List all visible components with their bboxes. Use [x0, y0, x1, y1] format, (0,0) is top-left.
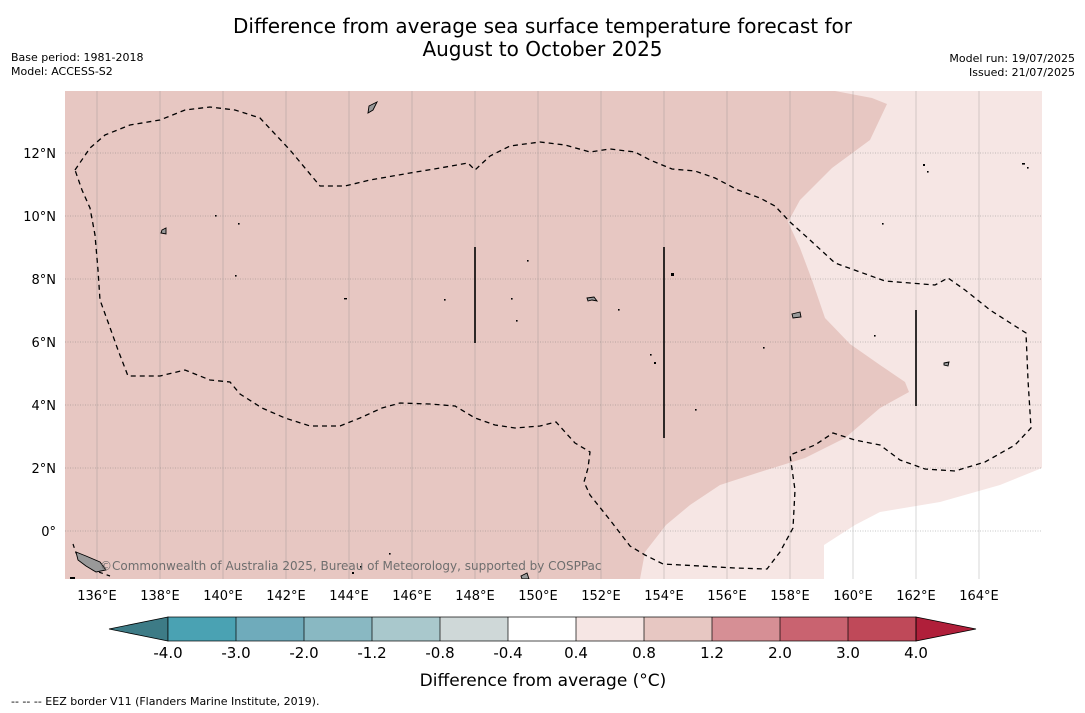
lat-tick-label: 6°N	[32, 336, 57, 351]
metadata-right: Model run: 19/07/2025 Issued: 21/07/2025	[949, 52, 1075, 80]
lon-tick-label: 138°E	[140, 589, 180, 604]
lon-tick-label: 156°E	[707, 589, 747, 604]
colorbar-tick-label: -3.0	[221, 644, 250, 662]
lat-tick-label: 12°N	[23, 147, 56, 162]
map-title: Difference from average sea surface temp…	[0, 15, 1085, 61]
title-line-2: August to October 2025	[422, 37, 663, 61]
colorbar-segment	[780, 617, 848, 641]
lat-tick-label: 0°	[41, 525, 56, 540]
colorbar-high-extend	[915, 616, 977, 642]
lon-tick-label: 142°E	[266, 589, 306, 604]
colorbar-tick-label: -4.0	[153, 644, 182, 662]
island-pohnpei	[791, 311, 802, 319]
lon-tick-label: 164°E	[959, 589, 999, 604]
eez-border-federated-states	[74, 106, 1032, 570]
colorbar-tick-label: -0.8	[425, 644, 454, 662]
metadata-left: Base period: 1981-2018 Model: ACCESS-S2	[11, 51, 143, 79]
eez-footnote: -- -- -- EEZ border V11 (Flanders Marine…	[11, 695, 320, 708]
base-period-text: Base period: 1981-2018	[11, 51, 144, 64]
colorbar-tick-label: 4.0	[904, 644, 928, 662]
colorbar-tick-label: 1.2	[700, 644, 724, 662]
lon-tick-label: 140°E	[203, 589, 243, 604]
colorbar-tick-label: 0.8	[632, 644, 656, 662]
colorbar-segment	[712, 617, 780, 641]
islands	[75, 100, 950, 579]
colorbar-tick-label: 0.4	[564, 644, 588, 662]
island-kosrae	[943, 361, 950, 367]
copyright-text: ©Commonwealth of Australia 2025, Bureau …	[100, 559, 602, 573]
colorbar-label: Difference from average (°C)	[420, 671, 667, 691]
lon-tick-label: 152°E	[581, 589, 621, 604]
map-plot-area: ©Commonwealth of Australia 2025, Bureau …	[65, 91, 1042, 579]
colorbar-segment	[372, 617, 440, 641]
anomaly-band-minus-0-4-to-0-4	[824, 468, 1042, 579]
issued-text: Issued: 21/07/2025	[968, 66, 1075, 79]
title-line-1: Difference from average sea surface temp…	[232, 14, 852, 38]
colorbar-tick-labels: -4.0 -3.0 -2.0 -1.2 -0.8 -0.4 0.4 0.8 1.…	[153, 644, 928, 662]
lon-tick-label: 162°E	[896, 589, 936, 604]
eez-segment-lines	[474, 247, 917, 438]
colorbar-segment	[508, 617, 576, 641]
lon-tick-label: 146°E	[392, 589, 432, 604]
lon-tick-label: 160°E	[833, 589, 873, 604]
lon-tick-label: 136°E	[77, 589, 117, 604]
model-run-text: Model run: 19/07/2025	[949, 52, 1075, 65]
colorbar-segment	[644, 617, 712, 641]
colorbar: -4.0 -3.0 -2.0 -1.2 -0.8 -0.4 0.4 0.8 1.…	[108, 616, 977, 691]
colorbar-tick-label: -0.4	[493, 644, 522, 662]
colorbar-segment	[576, 617, 644, 641]
islet-dots	[70, 163, 1029, 579]
island-reef	[160, 227, 167, 235]
colorbar-tick-label: -1.2	[357, 644, 386, 662]
colorbar-tick-label: 3.0	[836, 644, 860, 662]
colorbar-tick-label: -2.0	[289, 644, 318, 662]
longitude-tick-labels: 136°E 138°E 140°E 142°E 144°E 146°E 148°…	[77, 589, 999, 604]
lon-tick-label: 150°E	[518, 589, 558, 604]
anomaly-band-0-4-to-0-8	[640, 91, 1042, 579]
island-west	[367, 100, 379, 114]
lat-tick-label: 8°N	[32, 273, 57, 288]
colorbar-segment	[236, 617, 304, 641]
colorbar-low-extend	[108, 616, 169, 642]
colorbar-tick-label: 2.0	[768, 644, 792, 662]
island-south	[520, 572, 530, 579]
latitude-tick-labels: 12°N 10°N 8°N 6°N 4°N 2°N 0°	[23, 147, 56, 540]
colorbar-segment	[848, 617, 916, 641]
colorbar-segment	[440, 617, 508, 641]
model-text: Model: ACCESS-S2	[11, 65, 113, 78]
lon-tick-label: 144°E	[329, 589, 369, 604]
colorbar-segment	[168, 617, 236, 641]
lon-tick-label: 158°E	[770, 589, 810, 604]
lat-tick-label: 4°N	[32, 399, 57, 414]
latitude-gridlines	[65, 152, 1042, 532]
lat-tick-label: 2°N	[32, 462, 57, 477]
colorbar-segment	[304, 617, 372, 641]
lat-tick-label: 10°N	[23, 210, 56, 225]
island-chuuk	[586, 296, 599, 302]
lon-tick-label: 154°E	[644, 589, 684, 604]
island-png	[75, 551, 107, 573]
lon-tick-label: 148°E	[455, 589, 495, 604]
